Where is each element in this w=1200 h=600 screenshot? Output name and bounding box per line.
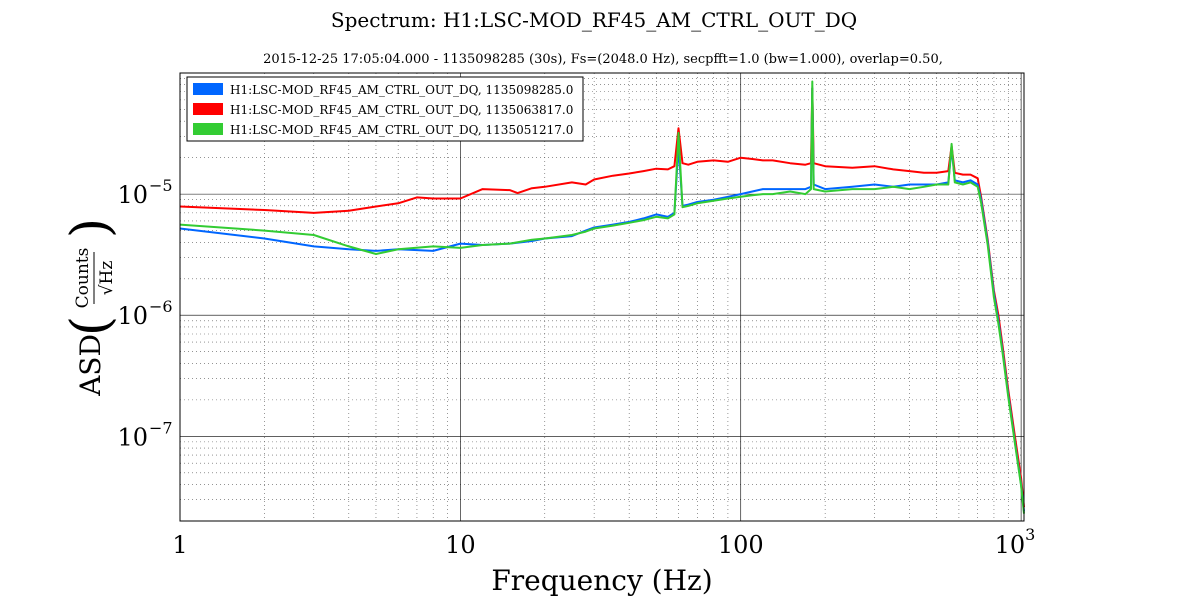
y-tick-label: 10 [117,181,148,209]
plot-frame [179,72,1025,522]
series-line [179,80,1025,514]
x-axis-ticks: 1 10 100 10 3 [172,525,1035,559]
plot-area [179,72,1025,522]
y-axis-label-paren-open: ( [61,316,121,336]
y-tick-label-exponent: −5 [149,176,173,195]
y-axis-label-paren-close: ) [61,218,121,238]
legend: H1:LSC-MOD_RF45_AM_CTRL_OUT_DQ, 11350982… [186,76,584,142]
y-axis-label-unit-denominator: √Hz [97,261,117,296]
legend-label: H1:LSC-MOD_RF45_AM_CTRL_OUT_DQ, 11350638… [230,103,573,117]
x-tick-label-exponent: 3 [1025,525,1035,544]
chart-subtitle: 2015-12-25 17:05:04.000 - 1135098285 (30… [263,52,943,67]
legend-swatch [193,123,223,135]
legend-swatch [193,83,223,95]
y-tick-label: 10 [117,423,148,451]
chart-title: Spectrum: H1:LSC-MOD_RF45_AM_CTRL_OUT_DQ [331,8,857,32]
series-line [179,87,1025,508]
x-axis-label: Frequency (Hz) [491,564,712,597]
series-layer [179,80,1025,514]
legend-label: H1:LSC-MOD_RF45_AM_CTRL_OUT_DQ, 11350982… [230,83,573,97]
x-tick-label: 100 [718,531,764,559]
y-axis-label: ASD ( Counts √Hz ) [61,218,121,397]
legend-swatch [193,103,223,115]
plot-background [180,73,1024,521]
x-tick-label: 10 [995,531,1026,559]
y-axis-label-unit-numerator: Counts [73,248,93,309]
y-tick-label-exponent: −7 [149,418,173,437]
y-tick-label-exponent: −6 [149,297,173,316]
x-tick-label: 10 [445,531,476,559]
y-tick-label: 10 [117,302,148,330]
legend-box [186,76,584,142]
y-axis-ticks: 10−510−610−7 [117,176,172,451]
legend-label: H1:LSC-MOD_RF45_AM_CTRL_OUT_DQ, 11350512… [230,123,573,137]
x-tick-label: 1 [172,531,187,559]
y-axis-label-prefix: ASD [74,334,107,397]
